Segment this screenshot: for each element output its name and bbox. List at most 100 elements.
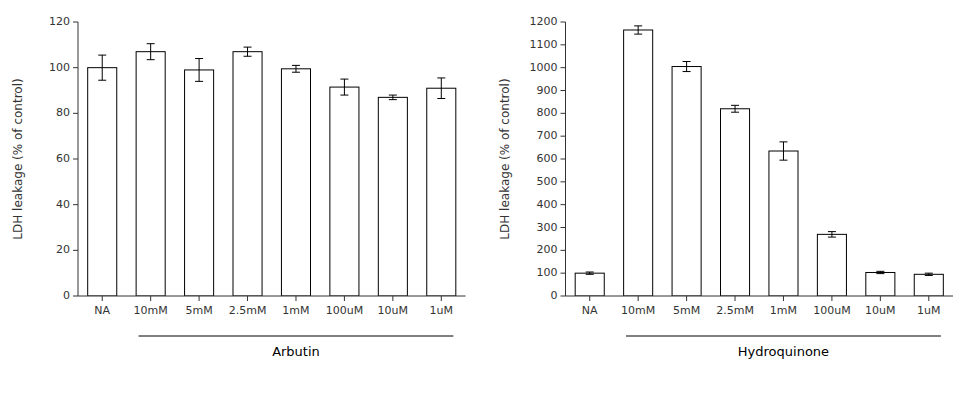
error-bar-cap: [195, 81, 203, 82]
error-bar: [828, 232, 836, 237]
x-tick: [441, 296, 442, 301]
y-axis-label: LDH leakage (% of control): [498, 78, 512, 239]
panel: 020406080100120LDH leakage (% of control…: [11, 15, 466, 359]
error-bar-cap: [876, 271, 884, 272]
error-bar: [437, 78, 445, 99]
bar: [624, 30, 653, 296]
bar: [817, 234, 846, 296]
x-tick-label: 2.5mM: [229, 304, 267, 317]
error-bar-stem: [831, 232, 832, 237]
error-bar-cap: [828, 237, 836, 238]
y-tick-label: 0: [63, 289, 70, 302]
y-tick-label: 120: [49, 15, 70, 28]
y-tick: [561, 159, 566, 160]
x-tick-label: 1uM: [917, 304, 940, 317]
error-bar: [195, 59, 203, 82]
error-bar: [876, 271, 884, 273]
y-tick: [561, 67, 566, 68]
y-tick: [73, 22, 78, 23]
bar: [575, 273, 604, 296]
bar: [866, 272, 895, 296]
y-tick: [561, 181, 566, 182]
x-axis-label: Arbutin: [272, 344, 320, 359]
y-tick: [561, 22, 566, 23]
x-tick: [392, 296, 393, 301]
x-tick-label: 1mM: [770, 304, 797, 317]
x-tick-label: 100uM: [813, 304, 850, 317]
error-bar-cap: [828, 231, 836, 232]
x-tick-label: 10uM: [865, 304, 895, 317]
error-bar-stem: [344, 79, 345, 95]
error-bar-cap: [437, 98, 445, 99]
bracket: [139, 336, 454, 337]
y-tick: [561, 227, 566, 228]
error-bar-stem: [735, 105, 736, 112]
error-bar-cap: [876, 273, 884, 274]
error-bar-cap: [340, 79, 348, 80]
y-axis-line: [565, 22, 566, 296]
panel: 0100200300400500600700800900100011001200…: [498, 15, 953, 359]
x-tick-label: 100uM: [326, 304, 363, 317]
x-tick: [150, 296, 151, 301]
x-tick-label: 5mM: [185, 304, 212, 317]
bar: [281, 69, 310, 296]
error-bar-cap: [731, 112, 739, 113]
x-tick: [928, 296, 929, 301]
bar: [378, 97, 407, 296]
y-tick: [561, 250, 566, 251]
bar: [914, 274, 943, 296]
y-tick: [73, 159, 78, 160]
x-tick-label: 1mM: [282, 304, 309, 317]
error-bar-cap: [683, 61, 691, 62]
y-tick-label: 20: [56, 243, 70, 256]
y-tick-label: 300: [537, 221, 558, 234]
bar: [721, 109, 750, 296]
bar: [88, 68, 117, 296]
error-bar-stem: [392, 95, 393, 100]
y-tick-label: 1000: [530, 61, 558, 74]
error-bar-cap: [292, 72, 300, 73]
x-tick: [880, 296, 881, 301]
y-tick-label: 700: [537, 129, 558, 142]
x-tick: [783, 296, 784, 301]
error-bar: [98, 55, 106, 80]
y-tick: [73, 296, 78, 297]
bar: [136, 52, 165, 296]
plot-area: [575, 26, 943, 296]
x-axis-line: [566, 296, 954, 297]
error-bar-stem: [199, 59, 200, 82]
error-bar-stem: [295, 65, 296, 72]
page: {"chart_data": [ {"type": "bar", "catego…: [0, 0, 975, 399]
y-axis-label: LDH leakage (% of control): [11, 78, 25, 239]
x-tick: [199, 296, 200, 301]
y-axis-line: [78, 22, 79, 296]
error-bar: [925, 273, 933, 275]
error-bar: [634, 26, 642, 34]
y-tick: [561, 113, 566, 114]
error-bar: [683, 62, 691, 72]
x-axis-label: Hydroquinone: [738, 344, 829, 359]
y-tick: [561, 204, 566, 205]
y-tick-label: 0: [551, 289, 558, 302]
error-bar-stem: [441, 78, 442, 99]
bar: [233, 52, 262, 296]
y-tick: [561, 273, 566, 274]
error-bar-cap: [98, 80, 106, 81]
error-bar: [292, 65, 300, 72]
x-tick: [831, 296, 832, 301]
bar: [330, 87, 359, 296]
error-bar-cap: [147, 59, 155, 60]
error-bar-cap: [731, 105, 739, 106]
y-tick-label: 1100: [530, 38, 558, 51]
error-bar: [244, 47, 252, 56]
error-bar-cap: [195, 58, 203, 59]
y-tick: [561, 136, 566, 137]
bar: [427, 88, 456, 296]
x-axis: NA10mM5mM2.5mM1mM100uM10uM1uM: [566, 296, 954, 317]
plot-area: [88, 44, 456, 296]
y-tick-label: 600: [537, 152, 558, 165]
error-bar-cap: [437, 77, 445, 78]
y-tick: [73, 204, 78, 205]
x-tick-label: NA: [94, 304, 110, 317]
bar: [769, 151, 798, 296]
